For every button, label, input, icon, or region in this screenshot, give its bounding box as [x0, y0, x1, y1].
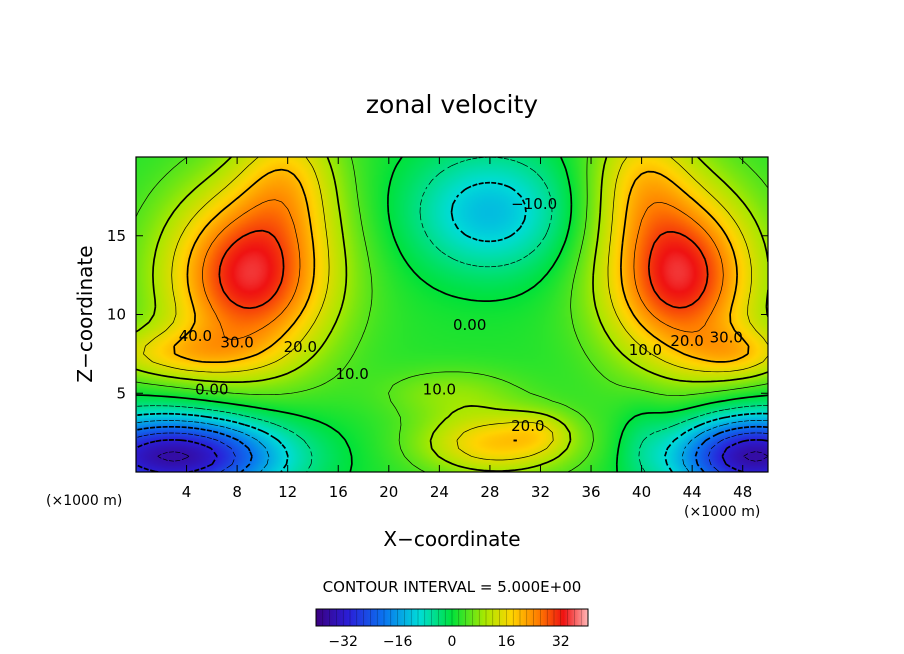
contour-line: [136, 420, 768, 472]
x-tick-label: 32: [531, 483, 550, 501]
colorbar-tick-label: −32: [328, 634, 358, 650]
y-axis-label: Z−coordinate: [73, 245, 97, 382]
contour-line: [136, 157, 768, 472]
contour-label: 20.0: [284, 338, 317, 356]
x-tick-label: 48: [733, 483, 752, 501]
x-tick-label: 12: [278, 483, 297, 501]
contour-label: 30.0: [220, 333, 253, 351]
contour-line: [136, 157, 768, 472]
contour-label: 0.00: [195, 381, 228, 399]
contour-line: [136, 432, 768, 472]
x-tick-label: 40: [632, 483, 651, 501]
colorbar: −32 −16 0 16 32: [315, 608, 589, 650]
contour-label: 10.0: [423, 381, 456, 399]
x-axis-ticks: 4 8 12 16 20 24 28 32 36 40 44 48: [182, 157, 752, 501]
colorbar-tick-label: 32: [552, 634, 570, 650]
contour-label: 10.0: [629, 341, 662, 359]
contour-interval-label: CONTOUR INTERVAL = 5.000E+00: [323, 578, 582, 596]
y-tick-label: 15: [107, 227, 126, 245]
colorbar-gradient: [316, 609, 588, 626]
x-unit-left: (×1000 m): [46, 493, 122, 509]
contour-line: [136, 157, 768, 472]
chart-title: zonal velocity: [366, 90, 538, 119]
x-tick-label: 16: [329, 483, 348, 501]
contour-label: −10.0: [511, 195, 557, 213]
x-unit-right: (×1000 m): [684, 504, 760, 520]
x-tick-label: 24: [430, 483, 449, 501]
y-tick-label: 5: [116, 384, 126, 402]
colorbar-tick-label: 0: [448, 634, 457, 650]
contour-line: [218, 229, 709, 310]
x-tick-label: 36: [581, 483, 600, 501]
contour-label: 20.0: [511, 417, 544, 435]
contour-label: 40.0: [179, 327, 212, 345]
x-axis-label: X−coordinate: [383, 527, 520, 551]
contour-labels: 40.0 30.0 20.0 10.0 0.00 10.0 20.0 0.00 −10.0 10.…: [179, 195, 743, 435]
contour-label: 30.0: [710, 329, 743, 347]
x-tick-label: 44: [683, 483, 702, 501]
colorbar-tick-label: 16: [497, 634, 515, 650]
contour-lines: [136, 157, 768, 472]
colorbar-divisions: [322, 609, 582, 626]
contour-line: [143, 157, 768, 461]
contour-line: [157, 451, 768, 462]
contour-line: [173, 168, 750, 442]
x-tick-label: 8: [232, 483, 242, 501]
plot-area: 40.0 30.0 20.0 10.0 0.00 10.0 20.0 0.00 −10.0 10.…: [135, 156, 769, 473]
x-tick-label: 20: [379, 483, 398, 501]
y-axis-ticks: 5 10 15: [107, 227, 768, 402]
contour-line: [136, 157, 768, 472]
x-tick-label: 28: [480, 483, 499, 501]
colorbar-frame: [315, 608, 589, 627]
contour-label: 0.00: [453, 316, 486, 334]
colorbar-ticks: −32 −16 0 16 32: [328, 634, 569, 650]
contour-label: 10.0: [335, 365, 368, 383]
contour-line: [202, 199, 724, 340]
contour-line: [136, 425, 768, 472]
colorbar-tick-label: −16: [383, 634, 413, 650]
contour-label: 20.0: [670, 332, 703, 350]
x-tick-label: 4: [182, 483, 192, 501]
y-tick-label: 10: [107, 306, 126, 324]
